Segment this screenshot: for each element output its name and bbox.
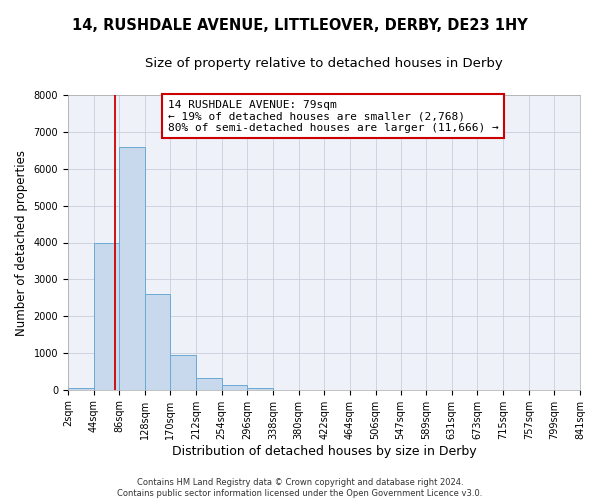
Bar [247, 388, 273, 390]
Bar [222, 386, 247, 390]
Bar [196, 378, 222, 390]
Bar [94, 242, 119, 390]
Bar [119, 147, 145, 390]
Y-axis label: Number of detached properties: Number of detached properties [15, 150, 28, 336]
Bar [170, 355, 196, 390]
Text: 14, RUSHDALE AVENUE, LITTLEOVER, DERBY, DE23 1HY: 14, RUSHDALE AVENUE, LITTLEOVER, DERBY, … [72, 18, 528, 32]
Title: Size of property relative to detached houses in Derby: Size of property relative to detached ho… [145, 58, 503, 70]
X-axis label: Distribution of detached houses by size in Derby: Distribution of detached houses by size … [172, 444, 476, 458]
Text: 14 RUSHDALE AVENUE: 79sqm
← 19% of detached houses are smaller (2,768)
80% of se: 14 RUSHDALE AVENUE: 79sqm ← 19% of detac… [168, 100, 499, 133]
Bar [68, 388, 94, 390]
Bar [145, 294, 170, 390]
Text: Contains HM Land Registry data © Crown copyright and database right 2024.
Contai: Contains HM Land Registry data © Crown c… [118, 478, 482, 498]
